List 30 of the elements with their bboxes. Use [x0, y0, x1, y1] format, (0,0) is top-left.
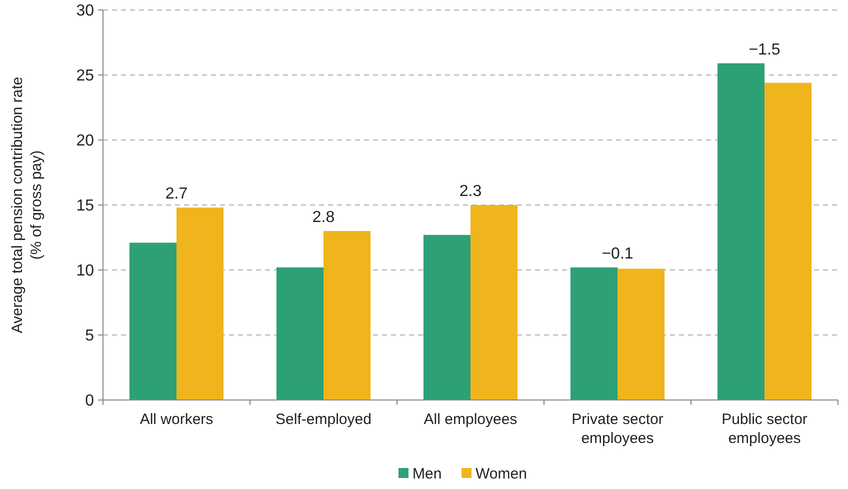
annotation: 2.7	[165, 186, 188, 203]
bar	[176, 208, 224, 400]
y-tick-label: 15	[76, 198, 94, 215]
y-tick-label: 20	[76, 132, 94, 150]
bar	[423, 234, 470, 400]
x-tick-label: All workers	[140, 411, 214, 428]
bar	[570, 267, 618, 400]
y-tick-label: 5	[85, 328, 94, 345]
bar	[324, 231, 371, 400]
bar	[717, 63, 764, 400]
legend-label: Men	[412, 465, 442, 482]
x-tick-label: All employees	[424, 411, 518, 428]
x-tick-label: Public sector employees	[722, 411, 808, 447]
bar	[276, 267, 324, 400]
y-axis-title: Average total pension contribution rate (% of gross pay)	[9, 76, 45, 334]
y-tick-label: 30	[76, 2, 94, 20]
bar	[764, 82, 812, 400]
annotation: 2.3	[459, 183, 482, 200]
annotation: −0.1	[602, 245, 634, 262]
bar	[129, 242, 176, 400]
x-tick-label: Self-employed	[276, 411, 372, 428]
annotation: 2.8	[312, 209, 335, 226]
annotation: −1.5	[748, 41, 780, 58]
bar	[470, 205, 518, 400]
bar	[618, 268, 665, 400]
x-tick-label: Private sector employees	[572, 411, 664, 447]
legend-label: Women	[476, 465, 527, 482]
y-tick-label: 25	[76, 68, 94, 85]
y-tick-label: 0	[85, 392, 94, 410]
y-tick-label: 10	[76, 262, 94, 280]
